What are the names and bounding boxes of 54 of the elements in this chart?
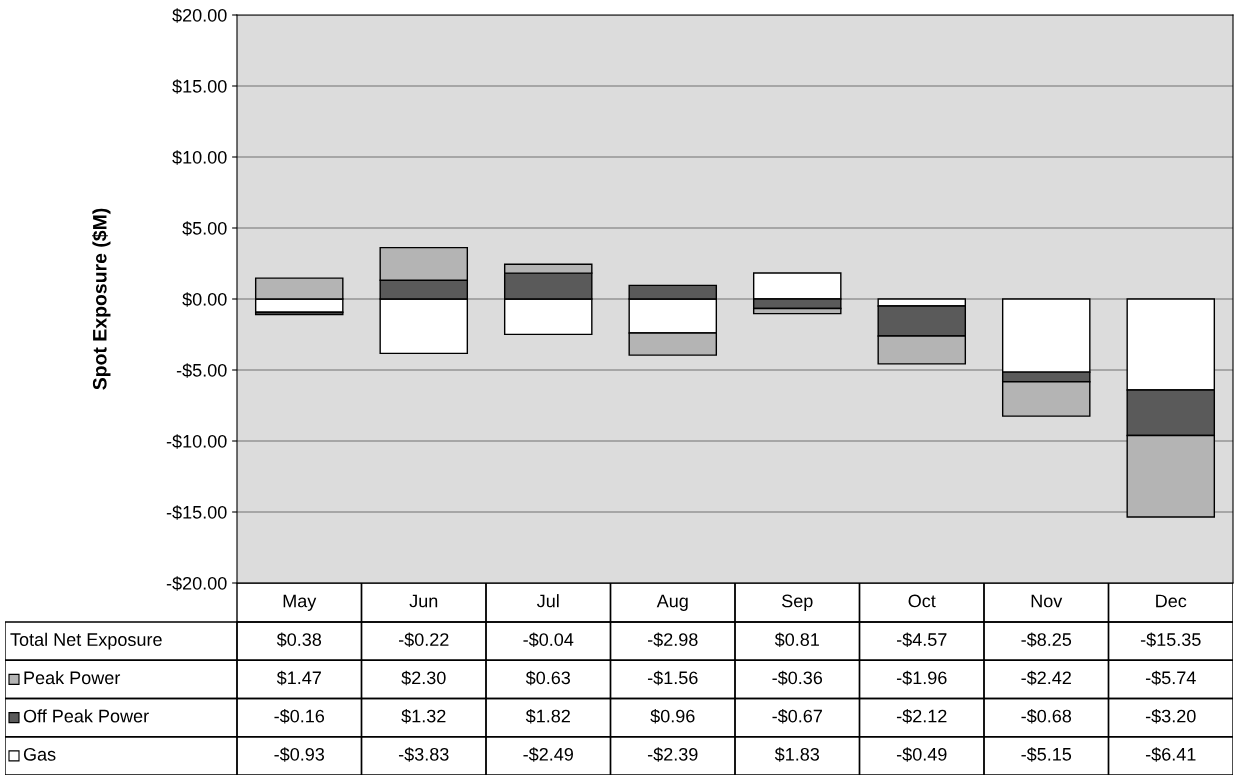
x-tick-label: Aug xyxy=(656,594,688,611)
data-label: $2.30 xyxy=(401,670,446,686)
legend-label: Off Peak Power xyxy=(23,709,149,723)
x-tick-label: May xyxy=(283,594,317,611)
data-label: -$2.12 xyxy=(896,708,947,724)
x-tick-label: Sep xyxy=(782,594,813,611)
text: -$0.04 xyxy=(523,632,574,648)
x-tick-label: Jul xyxy=(536,594,559,608)
data-label: -$5.74 xyxy=(1145,670,1196,686)
text: $0.81 xyxy=(774,632,819,648)
y-tick-label: -$5.00 xyxy=(176,363,227,378)
y-tick-label: $15.00 xyxy=(172,79,227,94)
y-tick-label: $0.00 xyxy=(182,292,227,307)
text: -$15.35 xyxy=(1140,632,1201,648)
data-label: $0.63 xyxy=(525,670,571,686)
y-tick-label: $20.00 xyxy=(172,8,227,23)
text: -$4.57 xyxy=(896,632,947,648)
data-label: -$0.67 xyxy=(772,708,822,724)
data-label: -$0.36 xyxy=(772,670,823,686)
data-label: $1.32 xyxy=(401,708,446,724)
text: Total Net Exposure xyxy=(10,632,162,650)
data-label: -$3.20 xyxy=(1145,708,1196,724)
data-label: -$1.56 xyxy=(647,670,698,686)
data-label: -$6.41 xyxy=(1145,747,1196,762)
legend-label: Gas xyxy=(23,747,56,761)
text: -$8.25 xyxy=(1021,632,1072,648)
text: -$2.98 xyxy=(647,632,698,648)
y-tick-label: -$10.00 xyxy=(166,434,227,449)
data-label: -$0.49 xyxy=(896,747,947,762)
text: -$0.22 xyxy=(398,632,449,648)
x-tick-label: Jun xyxy=(409,594,438,608)
x-tick-label: Dec xyxy=(1156,594,1187,608)
data-label: $1.47 xyxy=(276,670,321,686)
y-tick-label: $5.00 xyxy=(182,221,227,236)
data-label: -$2.49 xyxy=(523,747,573,762)
data-label: -$0.93 xyxy=(274,747,325,762)
data-label: -$2.42 xyxy=(1021,670,1071,686)
data-label: -$1.96 xyxy=(896,670,947,686)
data-label: -$0.68 xyxy=(1021,708,1072,724)
y-tick-label: -$15.00 xyxy=(166,505,227,520)
data-label: -$3.83 xyxy=(398,747,449,762)
y-tick-label: $10.00 xyxy=(172,150,227,165)
data-label: -$2.39 xyxy=(647,747,698,762)
text: $0.38 xyxy=(276,632,322,648)
x-tick-label: Oct xyxy=(908,594,936,608)
y-tick-label: -$20.00 xyxy=(166,576,227,591)
data-label: -$0.16 xyxy=(274,708,325,724)
data-label: -$5.15 xyxy=(1021,747,1072,762)
x-tick-label: Nov xyxy=(1031,594,1063,608)
data-label: $1.82 xyxy=(525,708,570,724)
y-axis-title: Spot Exposure ($M) xyxy=(92,208,111,390)
legend-label: Peak Power xyxy=(24,670,121,685)
data-label: $1.83 xyxy=(774,747,820,762)
data-label: $0.96 xyxy=(650,708,695,724)
